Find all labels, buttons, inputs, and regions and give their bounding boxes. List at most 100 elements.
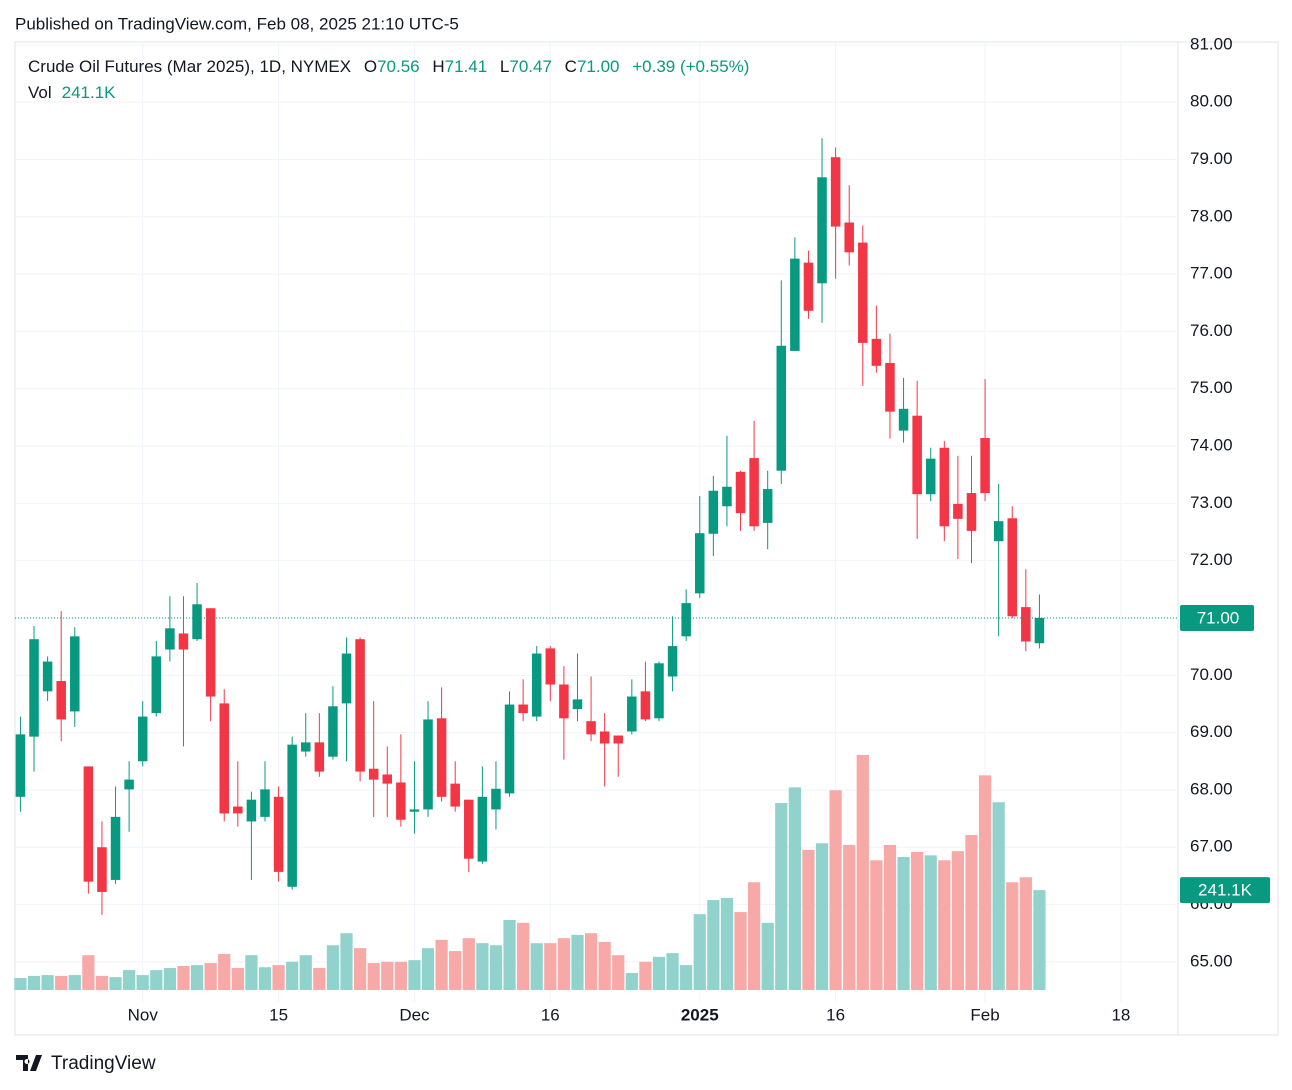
candle-body	[151, 656, 162, 714]
candle-body	[83, 766, 94, 882]
volume-bar	[829, 790, 842, 990]
candle-body	[939, 447, 950, 527]
volume-bar	[245, 955, 258, 990]
candle-body	[110, 816, 121, 880]
logo-icon	[16, 1055, 42, 1071]
candle-body	[749, 458, 759, 527]
volume-bar	[951, 851, 965, 990]
candle-body	[260, 789, 270, 817]
volume-bar	[421, 948, 435, 990]
candle-body	[273, 796, 284, 872]
volume-bar	[612, 955, 625, 990]
candle-body	[300, 742, 311, 752]
last-price-label: 71.00	[1197, 608, 1240, 627]
volume-bar	[381, 961, 394, 990]
ohlc-letter: L	[500, 57, 509, 76]
volume-bar	[1019, 877, 1032, 990]
open-value: 70.56	[377, 57, 420, 76]
y-tick-label: 72.00	[1190, 550, 1233, 569]
volume-bar	[476, 943, 489, 990]
volume-bar	[856, 755, 869, 990]
volume-bar	[462, 938, 475, 990]
candle-body	[124, 779, 134, 790]
ohlc-letter: C	[565, 57, 577, 76]
candle-body	[137, 716, 148, 762]
candle-body	[205, 608, 216, 697]
candle-body	[287, 744, 297, 887]
candle-body	[328, 706, 338, 757]
candle-body	[559, 684, 569, 719]
candle-body	[966, 493, 977, 531]
volume-bar	[41, 975, 54, 990]
candle-body	[980, 438, 990, 494]
volume-bar	[150, 970, 163, 990]
y-tick-label: 80.00	[1190, 92, 1233, 111]
volume-bar	[707, 900, 720, 990]
candle-body	[341, 653, 352, 704]
candle-body	[192, 604, 202, 640]
logo: TradingView	[16, 1053, 156, 1074]
legend-title: Crude Oil Futures (Mar 2025), 1D, NYMEX	[28, 57, 351, 76]
volume-bar	[14, 977, 27, 990]
volume-bar	[992, 802, 1005, 990]
candle-body	[640, 691, 651, 720]
volume-bar	[815, 843, 829, 990]
x-tick-label: 16	[541, 1005, 560, 1024]
candle-body	[464, 799, 474, 859]
volume-bar	[897, 856, 910, 990]
candles	[15, 138, 1178, 915]
candle-body	[70, 636, 80, 712]
volume-bar	[68, 975, 81, 990]
axes: 65.0066.0067.0068.0069.0070.0071.0072.00…	[128, 34, 1270, 1024]
candle-body	[817, 177, 827, 284]
candle-body	[681, 603, 691, 637]
candle-body	[233, 806, 243, 814]
volume-bar	[557, 938, 571, 990]
volume-legend: Vol 241.1K	[28, 83, 116, 102]
volume-bar	[95, 975, 109, 990]
volume-bar	[136, 975, 149, 990]
candle-body	[925, 458, 936, 495]
volume-pane	[14, 755, 1046, 990]
candle-body	[491, 788, 501, 810]
candle-body	[450, 783, 460, 807]
volume-bar	[204, 963, 217, 990]
volume-bar	[163, 968, 176, 990]
volume-bar	[449, 951, 462, 990]
volume-bar	[109, 977, 122, 990]
candle-body	[898, 408, 909, 431]
volume-bar	[55, 975, 68, 990]
volume-bar	[123, 970, 136, 990]
volume-bar	[190, 965, 204, 990]
volume-bar	[598, 941, 611, 990]
candle-body	[871, 338, 882, 366]
candle-body	[830, 157, 841, 227]
volume-bar	[177, 965, 190, 990]
volume-bar	[1006, 882, 1019, 990]
volume-bar	[802, 849, 815, 990]
x-tick-label: Nov	[128, 1005, 159, 1024]
candle-body	[15, 734, 26, 797]
candle-body	[912, 415, 922, 495]
x-tick-label: Feb	[970, 1005, 999, 1024]
candle-body	[627, 696, 637, 732]
candle-body	[722, 486, 732, 507]
volume-bar	[286, 961, 299, 990]
x-tick-label: 2025	[681, 1005, 719, 1024]
volume-bar	[978, 775, 992, 990]
candle-body	[708, 490, 719, 534]
volume-bar	[747, 882, 761, 990]
candle-body	[667, 646, 678, 677]
y-tick-label: 78.00	[1190, 206, 1233, 225]
y-tick-label: 68.00	[1190, 779, 1233, 798]
volume-bar	[435, 939, 448, 990]
volume-bar	[27, 975, 41, 990]
candle-body	[246, 799, 257, 822]
candle-body	[776, 345, 787, 471]
candle-body	[572, 699, 583, 710]
volume-bar	[517, 922, 530, 990]
volume-bar	[666, 953, 679, 990]
volume-bar	[530, 943, 543, 990]
candle-body	[165, 628, 175, 650]
y-tick-label: 79.00	[1190, 149, 1233, 168]
